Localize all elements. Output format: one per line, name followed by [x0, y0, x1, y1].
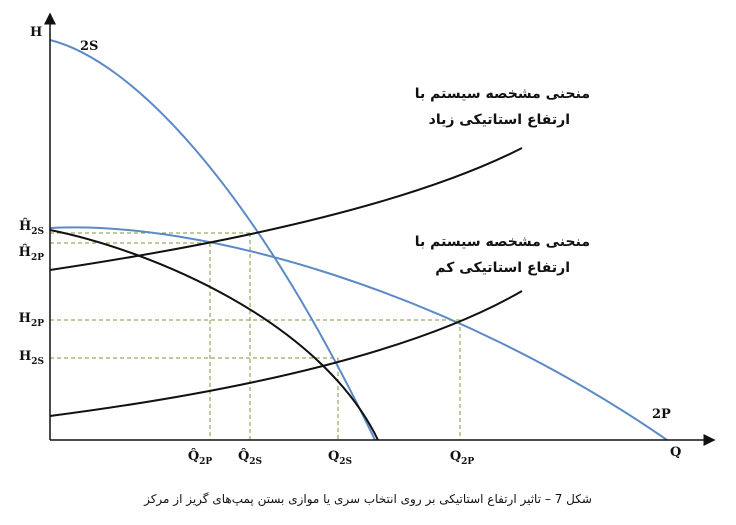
label-main: Q [450, 449, 461, 464]
series-pump-curve [49, 39, 376, 441]
curve-label: 2P [652, 407, 671, 422]
axis-point-label: Q̂2P [188, 448, 213, 467]
label-main: Ĥ [19, 244, 31, 260]
system-curve-high [49, 147, 523, 271]
axis-point-label: H2P [19, 311, 45, 329]
label-sub: 2S [339, 457, 352, 467]
y-axis-label: H [30, 25, 42, 40]
axis-point-label: Ĥ2S [19, 218, 44, 237]
label-sub: 2S [31, 227, 44, 237]
single-pump-curve [49, 229, 379, 441]
axis-point-label: Q̂2S [238, 448, 262, 467]
axis-point-label: Q2P [450, 449, 475, 467]
label-sub: 2S [249, 457, 262, 467]
annotation: منحنی مشخصه سیستم با [415, 234, 590, 250]
x-axis-label: Q [670, 445, 681, 460]
system-curve-low [49, 290, 523, 417]
axis-point-label: Q2S [328, 449, 352, 467]
label-sub: 2P [461, 457, 474, 467]
axis-point-label: H2S [19, 349, 44, 367]
label-main: H [19, 349, 31, 364]
label-sub: 2S [31, 357, 44, 367]
label-sub: 2P [199, 457, 212, 467]
curve-label: 2S [80, 39, 98, 54]
annotation: ارتفاع استاتیکی کم [435, 260, 570, 276]
annotation: ارتفاع استاتیکی زیاد [429, 112, 570, 128]
label-main: Q [328, 449, 339, 464]
axis-point-label: Ĥ2P [19, 244, 45, 263]
guide-lines [50, 232, 461, 440]
annotation: منحنی مشخصه سیستم با [415, 86, 590, 102]
label-main: H [19, 311, 31, 326]
label-main: Q̂ [188, 448, 199, 464]
label-main: Ĥ [19, 218, 31, 234]
label-sub: 2P [31, 253, 44, 263]
parallel-pump-curve [49, 226, 668, 441]
label-sub: 2P [31, 319, 44, 329]
caption: شکل 7 – تاثیر ارتفاع استاتیکی بر روی انت… [143, 492, 592, 507]
label-main: Q̂ [238, 448, 249, 464]
